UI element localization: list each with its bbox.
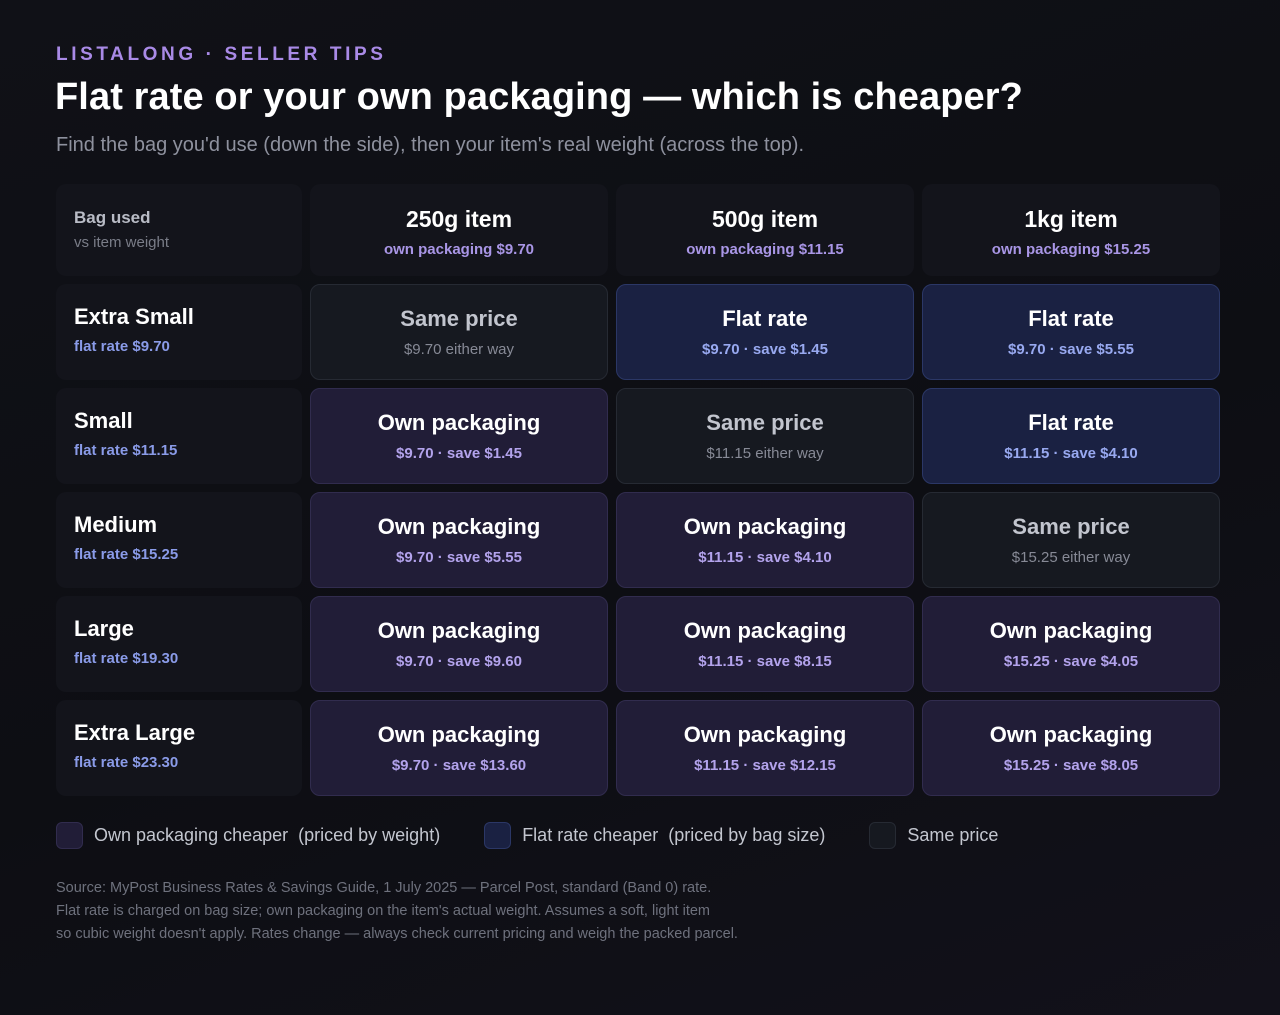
result-title: Own packaging — [377, 618, 541, 643]
row-header-extra-small: Extra Small flat rate $9.70 — [56, 284, 302, 380]
result-detail: $15.25 either way — [1011, 549, 1131, 566]
column-own-price: own packaging $15.25 — [991, 241, 1151, 258]
legend-swatch-own — [56, 822, 83, 849]
bag-name: Large — [74, 616, 134, 641]
result-title: Flat rate — [1028, 410, 1114, 435]
corner-main-label: Bag used — [74, 208, 151, 227]
legend: Own packaging cheaper (priced by weight)… — [56, 822, 1042, 849]
legend-swatch-flat — [484, 822, 512, 849]
bag-flat-rate: flat rate $9.70 — [74, 338, 170, 355]
result-title: Own packaging — [683, 514, 847, 539]
legend-item-flat: Flat rate cheaper (priced by bag size) — [484, 822, 825, 849]
corner-header: Bag used vs item weight — [56, 184, 302, 276]
result-cell: Own packaging $15.25 · save $8.05 — [922, 700, 1220, 796]
result-title: Own packaging — [683, 722, 847, 747]
page-subtitle: Find the bag you'd use (down the side), … — [56, 134, 805, 156]
legend-item-same: Same price — [869, 822, 998, 849]
column-own-price: own packaging $11.15 — [686, 241, 844, 258]
result-title: Flat rate — [722, 306, 808, 331]
eyebrow: LISTALONG · SELLER TIPS — [56, 44, 387, 65]
result-cell: Own packaging $9.70 · save $5.55 — [310, 492, 608, 588]
result-cell: Own packaging $11.15 · save $4.10 — [616, 492, 914, 588]
bag-name: Medium — [74, 512, 158, 537]
row-header-medium: Medium flat rate $15.25 — [56, 492, 302, 588]
row-header-large: Large flat rate $19.30 — [56, 596, 302, 692]
result-detail: $15.25 · save $4.05 — [1003, 653, 1139, 670]
result-detail: $11.15 · save $4.10 — [1004, 445, 1138, 462]
legend-label: Own packaging cheaper (priced by weight) — [94, 825, 441, 845]
result-detail: $9.70 · save $9.60 — [396, 653, 522, 670]
result-title: Own packaging — [989, 722, 1153, 747]
result-cell: Own packaging $9.70 · save $1.45 — [310, 388, 608, 484]
result-detail: $11.15 · save $8.15 — [698, 653, 832, 670]
column-header-250g: 250g item own packaging $9.70 — [310, 184, 608, 276]
bag-flat-rate: flat rate $15.25 — [74, 546, 179, 563]
bag-name: Small — [74, 408, 133, 433]
legend-label: Same price — [907, 825, 999, 845]
page-title: Flat rate or your own packaging — which … — [55, 76, 1023, 118]
comparison-grid: Bag used vs item weight 250g item own pa… — [56, 184, 1220, 796]
result-title: Flat rate — [1028, 306, 1114, 331]
result-cell: Flat rate $9.70 · save $5.55 — [922, 284, 1220, 380]
column-header-500g: 500g item own packaging $11.15 — [616, 184, 914, 276]
footnote: Source: MyPost Business Rates & Savings … — [56, 877, 738, 946]
result-cell: Own packaging $15.25 · save $4.05 — [922, 596, 1220, 692]
result-cell: Flat rate $11.15 · save $4.10 — [922, 388, 1220, 484]
result-cell: Flat rate $9.70 · save $1.45 — [616, 284, 914, 380]
result-cell: Same price $15.25 either way — [922, 492, 1220, 588]
result-detail: $9.70 · save $5.55 — [1008, 341, 1134, 358]
result-cell: Same price $11.15 either way — [616, 388, 914, 484]
result-title: Own packaging — [989, 618, 1153, 643]
result-cell: Own packaging $9.70 · save $13.60 — [310, 700, 608, 796]
result-title: Own packaging — [377, 722, 541, 747]
result-title: Own packaging — [377, 514, 541, 539]
result-cell: Same price $9.70 either way — [310, 284, 608, 380]
result-detail: $9.70 · save $1.45 — [396, 445, 522, 462]
bag-flat-rate: flat rate $19.30 — [74, 650, 179, 667]
result-detail: $9.70 · save $5.55 — [396, 549, 522, 566]
result-detail: $11.15 either way — [706, 445, 824, 462]
legend-item-own: Own packaging cheaper (priced by weight) — [56, 822, 440, 849]
result-title: Own packaging — [377, 410, 541, 435]
footnote-line: Flat rate is charged on bag size; own pa… — [56, 903, 711, 919]
corner-sub-label: vs item weight — [74, 234, 170, 251]
result-title: Same price — [706, 410, 824, 435]
result-cell: Own packaging $11.15 · save $12.15 — [616, 700, 914, 796]
result-detail: $9.70 either way — [403, 341, 515, 358]
column-title: 250g item — [405, 206, 513, 232]
result-title: Own packaging — [683, 618, 847, 643]
result-detail: $15.25 · save $8.05 — [1003, 757, 1139, 774]
bag-name: Extra Small — [74, 304, 194, 329]
result-cell: Own packaging $11.15 · save $8.15 — [616, 596, 914, 692]
footnote-line: Source: MyPost Business Rates & Savings … — [56, 880, 712, 896]
result-title: Same price — [1012, 514, 1130, 539]
legend-label: Flat rate cheaper (priced by bag size) — [522, 825, 826, 845]
legend-swatch-same — [869, 822, 897, 849]
result-detail: $11.15 · save $4.10 — [698, 549, 832, 566]
column-header-1kg: 1kg item own packaging $15.25 — [922, 184, 1220, 276]
row-header-extra-large: Extra Large flat rate $23.30 — [56, 700, 302, 796]
bag-name: Extra Large — [74, 720, 196, 745]
footnote-line: so cubic weight doesn't apply. Rates cha… — [56, 926, 738, 942]
column-title: 500g item — [711, 206, 819, 232]
result-detail: $9.70 · save $1.45 — [702, 341, 828, 358]
result-cell: Own packaging $9.70 · save $9.60 — [310, 596, 608, 692]
bag-flat-rate: flat rate $23.30 — [74, 754, 179, 771]
result-detail: $9.70 · save $13.60 — [391, 757, 527, 774]
row-header-small: Small flat rate $11.15 — [56, 388, 302, 484]
column-title: 1kg item — [1024, 206, 1118, 232]
bag-flat-rate: flat rate $11.15 — [74, 442, 178, 459]
result-title: Same price — [400, 306, 518, 331]
column-own-price: own packaging $9.70 — [383, 241, 535, 258]
result-detail: $11.15 · save $12.15 — [694, 757, 836, 774]
